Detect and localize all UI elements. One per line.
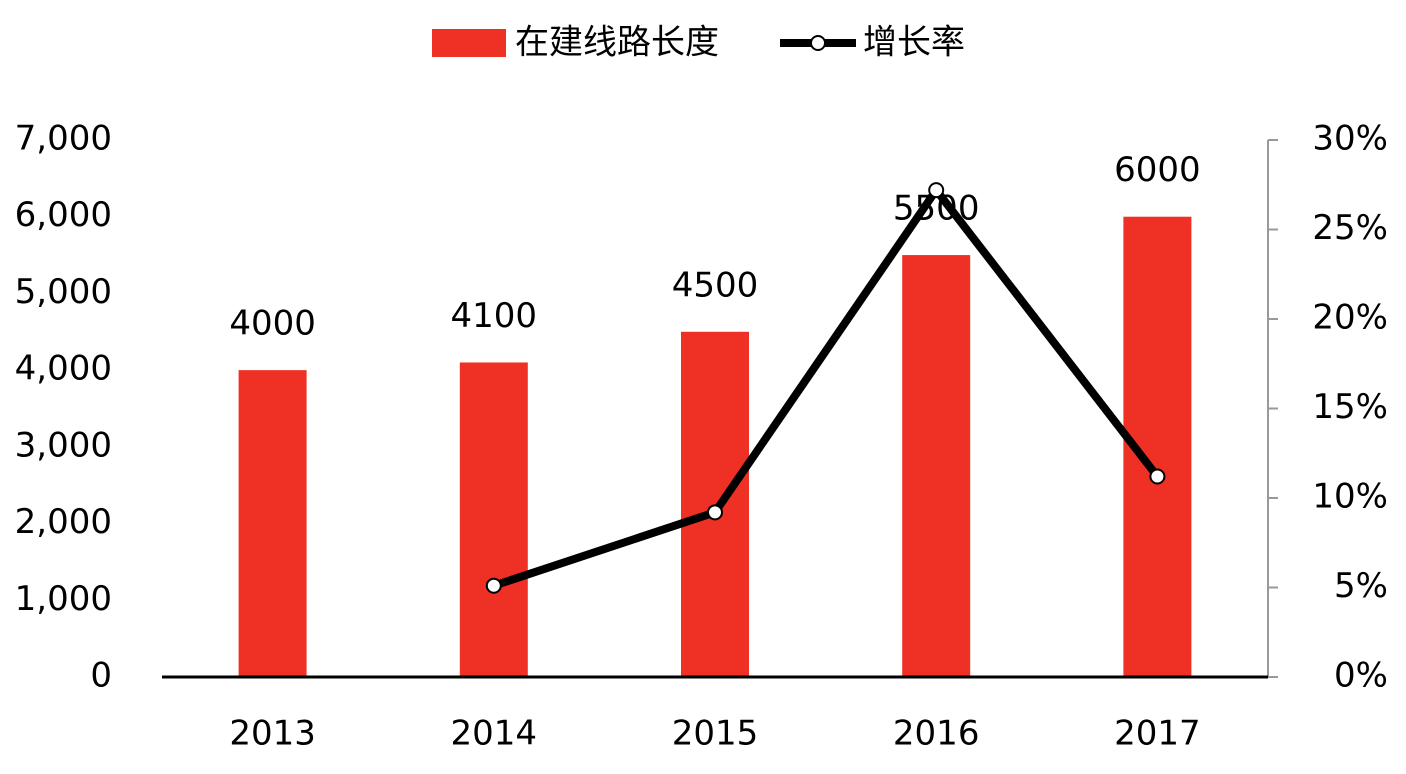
y-tick-label: 0	[90, 656, 112, 696]
y2-tick-label: 5%	[1334, 566, 1388, 606]
y-tick-label: 3,000	[15, 425, 112, 465]
data-label: 6000	[1114, 150, 1201, 190]
x-tick-label: 2016	[893, 714, 980, 754]
data-label: 4000	[229, 304, 316, 344]
y2-tick-label: 15%	[1312, 387, 1388, 427]
legend-swatch	[432, 29, 506, 57]
line-marker	[928, 182, 945, 199]
line-marker	[707, 504, 723, 521]
x-tick-label: 2015	[672, 714, 759, 754]
y-tick-label: 2,000	[15, 502, 112, 542]
legend-label: 在建线路长度	[515, 23, 719, 63]
y2-tick-label: 25%	[1312, 208, 1388, 248]
line-marker	[485, 577, 502, 594]
y-tick-label: 4,000	[15, 349, 112, 389]
bar	[902, 255, 971, 678]
legend-label: 增长率	[863, 23, 965, 63]
y2-tick-label: 20%	[1312, 298, 1388, 338]
line	[492, 186, 1161, 590]
y2-tick-label: 10%	[1312, 477, 1388, 517]
y2-tick-label: 30%	[1312, 119, 1388, 159]
data-label: 4100	[451, 296, 538, 336]
y-tick-label: 5,000	[15, 272, 112, 312]
bar	[238, 370, 307, 677]
x-tick-label: 2013	[229, 714, 316, 754]
x-tick-label: 2014	[451, 714, 538, 754]
line-marker	[1149, 468, 1166, 485]
data-label: 4500	[672, 265, 759, 305]
y2-tick-label: 0%	[1334, 656, 1388, 696]
bar	[459, 362, 528, 677]
y-tick-label: 7,000	[15, 119, 112, 159]
x-tick-label: 2017	[1114, 714, 1201, 754]
y-tick-label: 1,000	[15, 579, 112, 619]
legend-marker	[810, 35, 826, 51]
y-tick-label: 6,000	[15, 195, 112, 235]
